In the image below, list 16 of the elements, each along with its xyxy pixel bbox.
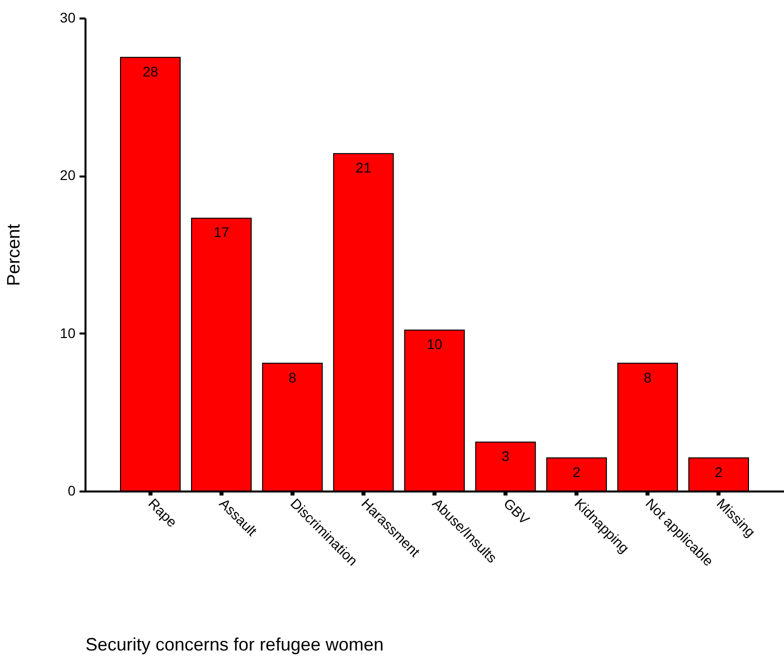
data-label: 10 — [426, 336, 442, 352]
y-tick-label: 10 — [60, 324, 76, 341]
data-label: 3 — [502, 448, 510, 464]
y-tick-label: 30 — [60, 10, 76, 26]
x-axis-title: Security concerns for refugee women — [86, 634, 384, 654]
data-label: 8 — [288, 369, 297, 386]
data-label: 17 — [214, 224, 230, 240]
x-tick-label: GBV — [500, 495, 534, 528]
data-label: 28 — [142, 63, 158, 80]
data-label: 21 — [356, 160, 372, 176]
data-label: 8 — [644, 369, 652, 386]
data-label: 2 — [714, 464, 723, 480]
y-axis-title: Percent — [4, 224, 24, 286]
y-tick-label: 0 — [68, 482, 76, 498]
y-tick-label: 20 — [60, 167, 76, 184]
data-label: 2 — [572, 464, 581, 480]
